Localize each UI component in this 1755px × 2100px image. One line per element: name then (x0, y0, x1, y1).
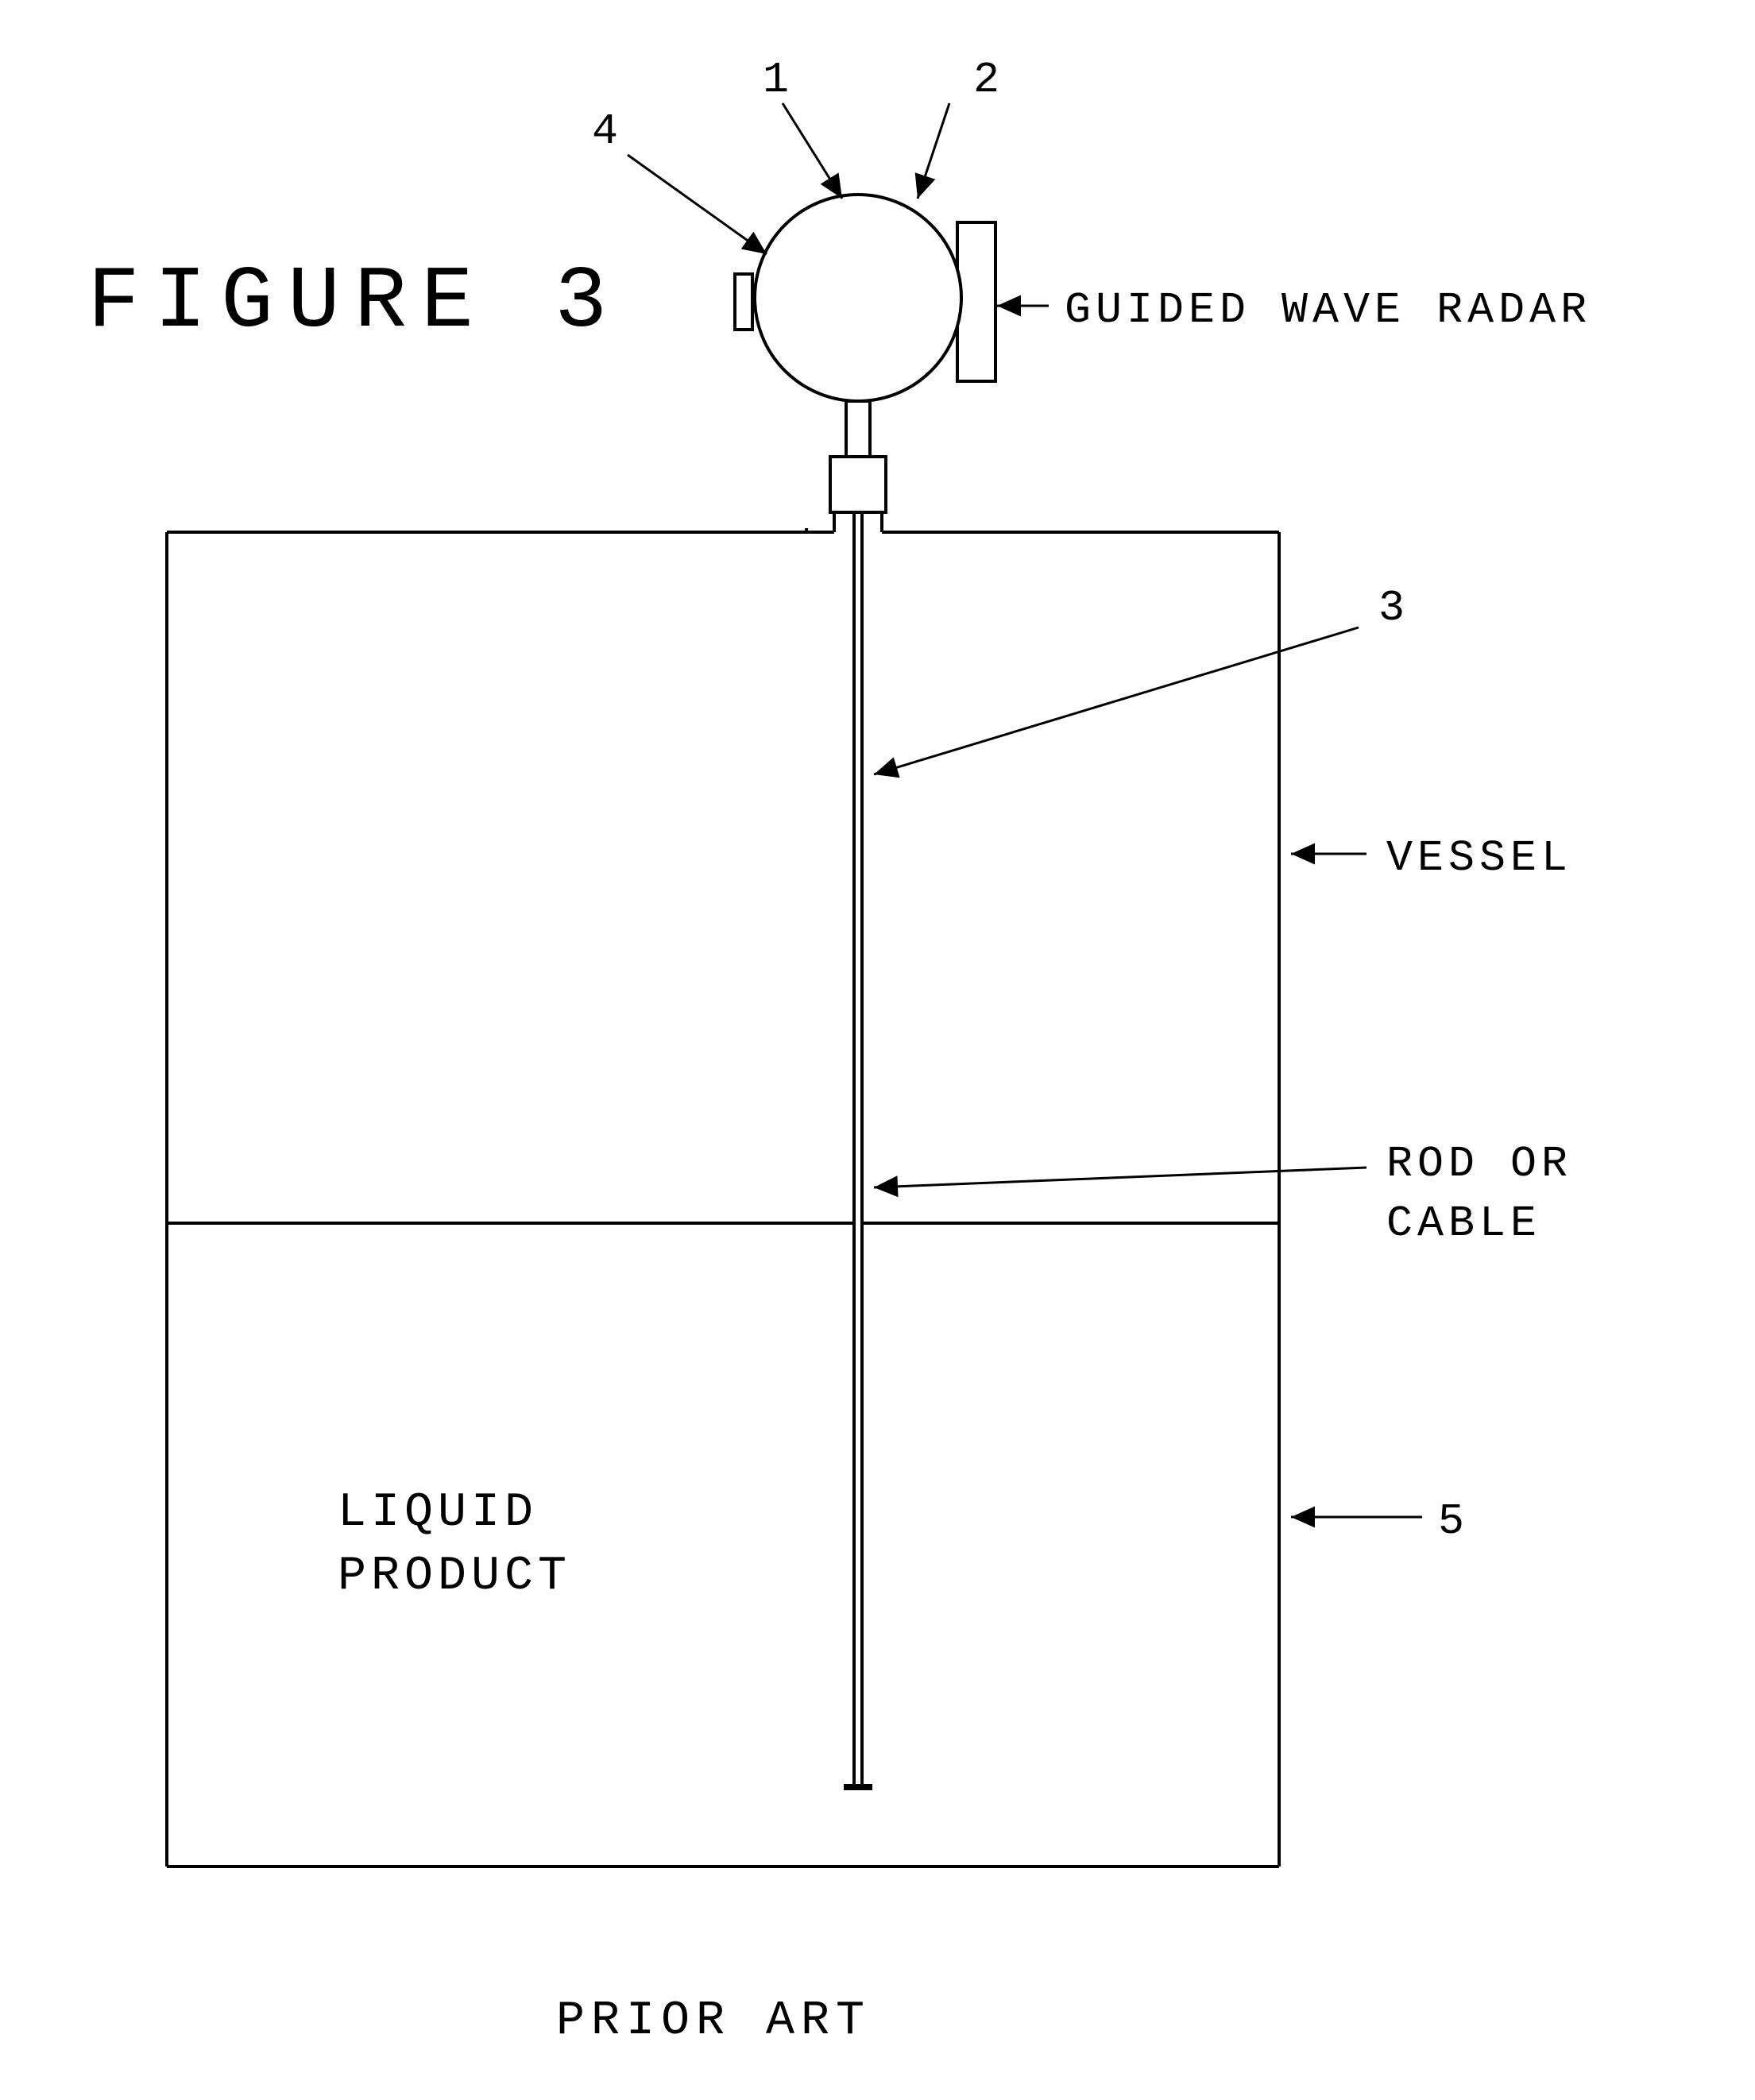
callout-label: ROD OR (1386, 1139, 1572, 1189)
callout-label: 2 (973, 55, 1004, 105)
callout-line (628, 155, 767, 254)
radar-back-box (957, 222, 995, 381)
radar-front-tab (735, 274, 752, 330)
radar-head (755, 195, 961, 401)
callout-label: 5 (1438, 1496, 1469, 1546)
prior-art-label: PRIOR ART (556, 1994, 871, 2048)
arrowhead (874, 757, 900, 778)
figure-title: FIGURE 3 (87, 253, 621, 353)
arrowhead (997, 295, 1021, 317)
callout-label: 3 (1378, 583, 1409, 633)
callout-label: CABLE (1386, 1199, 1541, 1249)
radar-stem (846, 401, 870, 457)
liquid-label: PRODUCT (338, 1550, 571, 1604)
radar-connector (830, 457, 886, 512)
callout-line (874, 1168, 1367, 1187)
callout-label: 4 (592, 106, 623, 156)
liquid-label: LIQUID (338, 1486, 538, 1540)
callout-label: GUIDED WAVE RADAR (1065, 285, 1591, 335)
arrowhead (1291, 1507, 1315, 1528)
arrowhead (821, 172, 842, 199)
callout-label: 1 (763, 55, 794, 105)
arrowhead (741, 232, 767, 254)
callout-label: VESSEL (1386, 833, 1572, 883)
arrowhead (915, 172, 936, 199)
arrowhead (1291, 843, 1315, 865)
callout-line (874, 627, 1359, 774)
arrowhead (874, 1175, 899, 1197)
